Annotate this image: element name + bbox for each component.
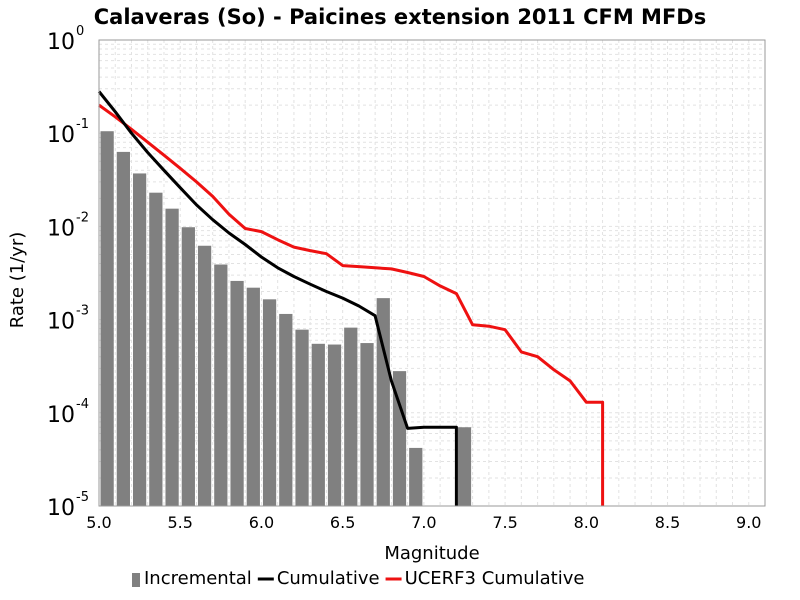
incremental-bar (100, 131, 114, 506)
incremental-bar (262, 299, 277, 506)
incremental-bar (344, 327, 358, 506)
incremental-bar (149, 192, 163, 507)
incremental-bar (279, 313, 293, 506)
legend-label: Cumulative (277, 568, 380, 589)
incremental-bar (392, 371, 407, 506)
y-tick-exponent: -1 (76, 117, 89, 132)
incremental-bar (165, 208, 179, 507)
plot-frame (98, 39, 766, 507)
incremental-bar (246, 287, 260, 506)
legend-label: Incremental (144, 568, 252, 589)
chart-title: Calaveras (So) - Paicines extension 2011… (94, 5, 706, 29)
x-axis-label: Magnitude (384, 543, 479, 564)
incremental-bar (360, 343, 374, 506)
legend-label: UCERF3 Cumulative (405, 568, 585, 589)
cumulative-lines (97, 90, 605, 506)
incremental-bar (132, 173, 147, 506)
x-tick-labels: 5.0 5.5 6.0 6.5 7.0 7.5 8.0 8.5 9.0 (86, 513, 761, 532)
incremental-bar (311, 343, 325, 506)
incremental-bars (100, 131, 472, 507)
ucerf3-cumulative-line (98, 103, 605, 506)
x-tick-label: 9.0 (736, 513, 761, 532)
y-tick-base: 10 (47, 123, 75, 148)
x-tick-label: 8.5 (655, 513, 680, 532)
incremental-bar (376, 298, 390, 506)
cumulative-line (97, 90, 458, 506)
incremental-bar (457, 427, 472, 506)
y-tick-exponent: -5 (76, 490, 89, 505)
incremental-bar (181, 227, 195, 507)
incremental-bar (295, 329, 309, 506)
y-tick-base: 10 (47, 216, 75, 241)
y-tick-exponent: -2 (76, 210, 89, 225)
incremental-bar (214, 264, 228, 506)
legend-swatch-incremental (132, 573, 140, 587)
y-tick-label: 10 -2 (47, 210, 89, 241)
y-tick-base: 10 (47, 30, 75, 55)
x-tick-label: 7.0 (411, 513, 436, 532)
incremental-bar (409, 447, 423, 506)
y-tick-base: 10 (47, 403, 75, 428)
x-tick-label: 6.5 (330, 513, 355, 532)
legend: Incremental Cumulative UCERF3 Cumulative (132, 568, 584, 589)
x-tick-label: 7.5 (492, 513, 517, 532)
incremental-bar (116, 151, 130, 506)
incremental-bar (197, 245, 212, 507)
y-tick-label: 10 -1 (47, 117, 89, 148)
y-tick-exponent: -4 (76, 397, 89, 412)
x-tick-label: 8.0 (574, 513, 599, 532)
y-tick-base: 10 (47, 310, 75, 335)
x-tick-label: 6.0 (249, 513, 274, 532)
x-tick-label: 5.0 (86, 513, 111, 532)
y-tick-exponent: 0 (76, 24, 84, 39)
y-tick-label: 10 0 (47, 24, 84, 55)
y-tick-label: 10 -4 (47, 397, 89, 428)
y-tick-exponent: -3 (76, 304, 89, 319)
y-tick-label: 10 -3 (47, 304, 89, 335)
incremental-bar (327, 344, 342, 506)
x-tick-label: 5.5 (167, 513, 192, 532)
y-tick-label: 10 -5 (47, 490, 89, 521)
y-axis-label: Rate (1/yr) (7, 232, 28, 329)
y-tick-base: 10 (47, 496, 75, 521)
incremental-bar (230, 280, 244, 506)
